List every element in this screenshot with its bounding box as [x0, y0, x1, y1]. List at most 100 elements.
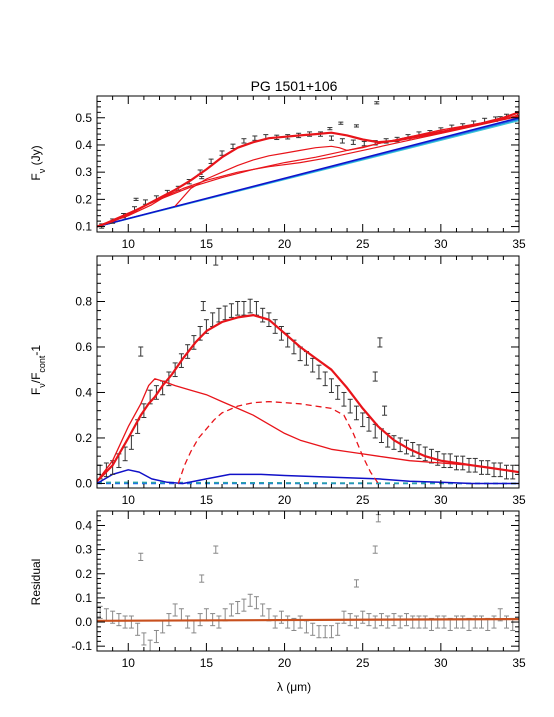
x-tick-label: 20 — [278, 237, 292, 251]
x-tick-label: 25 — [356, 493, 370, 507]
residual-point — [416, 615, 422, 629]
middle-panel-excess: 10 15 20 25 30 35 0.0 0.2 0.4 0.6 0.8 — [75, 255, 526, 507]
outlier-point — [338, 121, 344, 125]
residual-point — [372, 615, 378, 629]
plot-frame — [96, 510, 520, 652]
data-point — [328, 378, 334, 393]
residual-point — [422, 615, 428, 629]
y-tick-label: 0.4 — [75, 138, 92, 152]
data-point — [122, 446, 128, 462]
y-tick-label: 0.4 — [75, 385, 92, 399]
residual-point — [303, 620, 309, 634]
outlier-point — [200, 300, 206, 312]
top-panel-flux: 10 15 20 25 30 35 0.1 0.2 0.3 0.4 0.5 — [75, 92, 526, 251]
x-tick-label: 20 — [278, 656, 292, 670]
outlier-point — [353, 579, 359, 588]
data-point — [219, 150, 225, 156]
residual-point — [453, 615, 459, 629]
outlier-point — [133, 197, 139, 201]
y-tick-label: 0.0 — [75, 615, 92, 629]
continuum-darkblue-line — [97, 117, 519, 228]
residual-point — [410, 615, 416, 629]
data-point — [422, 446, 428, 462]
data-point — [235, 300, 241, 316]
y-axis-title-bottom: Residual — [29, 559, 43, 606]
x-tick-label: 30 — [434, 493, 448, 507]
residual-point — [141, 632, 147, 646]
data-point — [347, 398, 353, 414]
y-tick-label: 0.3 — [75, 543, 92, 557]
y-tick-label: 0.5 — [75, 111, 92, 125]
residual-point — [360, 610, 366, 624]
model-component-line — [174, 115, 519, 207]
data-point — [260, 307, 266, 323]
residual-point — [435, 615, 441, 629]
outlier-point — [138, 552, 144, 561]
outlier-point — [199, 176, 205, 180]
outlier-point — [138, 346, 144, 357]
outlier-point — [374, 101, 380, 105]
data-point — [253, 300, 259, 316]
x-tick-label: 25 — [356, 656, 370, 670]
residual-point — [122, 615, 128, 629]
data-point — [360, 412, 366, 428]
residual-point — [385, 615, 391, 629]
residual-point — [160, 620, 166, 634]
outlier-point — [372, 371, 378, 382]
residual-zero-line — [97, 617, 519, 622]
data-point — [252, 135, 258, 141]
data-point — [361, 140, 367, 147]
data-point — [241, 300, 247, 316]
residual-point — [128, 615, 134, 629]
residual-point — [316, 625, 322, 639]
y-tick-label: 0.6 — [75, 340, 92, 354]
residual-point — [172, 603, 178, 617]
residual-point — [260, 603, 266, 617]
data-point — [191, 335, 197, 350]
pah-component-line — [97, 378, 519, 482]
x-tick-label: 15 — [200, 656, 214, 670]
data-point — [503, 464, 509, 480]
residual-point — [191, 620, 197, 634]
data-point — [322, 371, 328, 387]
data-point — [447, 453, 453, 469]
residual-point — [472, 615, 478, 629]
residual-point — [478, 615, 484, 629]
x-tick-label: 30 — [434, 656, 448, 670]
data-point — [410, 442, 416, 457]
x-tick-label: 10 — [122, 493, 136, 507]
residual-point — [297, 615, 303, 629]
data-point — [335, 385, 341, 400]
residual-point — [503, 615, 509, 629]
model-total-line — [97, 111, 519, 228]
outlier-point — [213, 545, 219, 554]
data-point — [208, 158, 214, 164]
data-point — [153, 385, 159, 400]
x-tick-label: 10 — [122, 656, 136, 670]
outlier-point — [379, 92, 384, 94]
residual-point — [178, 608, 184, 622]
plot-frame — [96, 95, 520, 233]
residual-point — [310, 622, 316, 636]
plot-area — [97, 256, 519, 485]
data-point — [216, 307, 222, 323]
data-point — [228, 303, 234, 318]
residual-point — [285, 615, 291, 629]
outlier-point — [372, 545, 378, 554]
x-axis-title: λ (μm) — [277, 680, 311, 694]
data-point — [210, 312, 216, 328]
residual-point — [353, 615, 359, 629]
residual-point — [322, 625, 328, 639]
residual-point — [222, 608, 228, 622]
x-tick-label: 35 — [512, 656, 526, 670]
y-tick-label: 0.1 — [75, 220, 92, 234]
outlier-point — [213, 256, 219, 266]
blue-component-line — [97, 469, 519, 485]
data-point — [366, 416, 372, 432]
data-point — [230, 143, 236, 149]
x-tick-label: 35 — [512, 493, 526, 507]
residual-point — [441, 615, 447, 629]
outlier-point — [375, 514, 381, 523]
data-point — [491, 462, 497, 478]
